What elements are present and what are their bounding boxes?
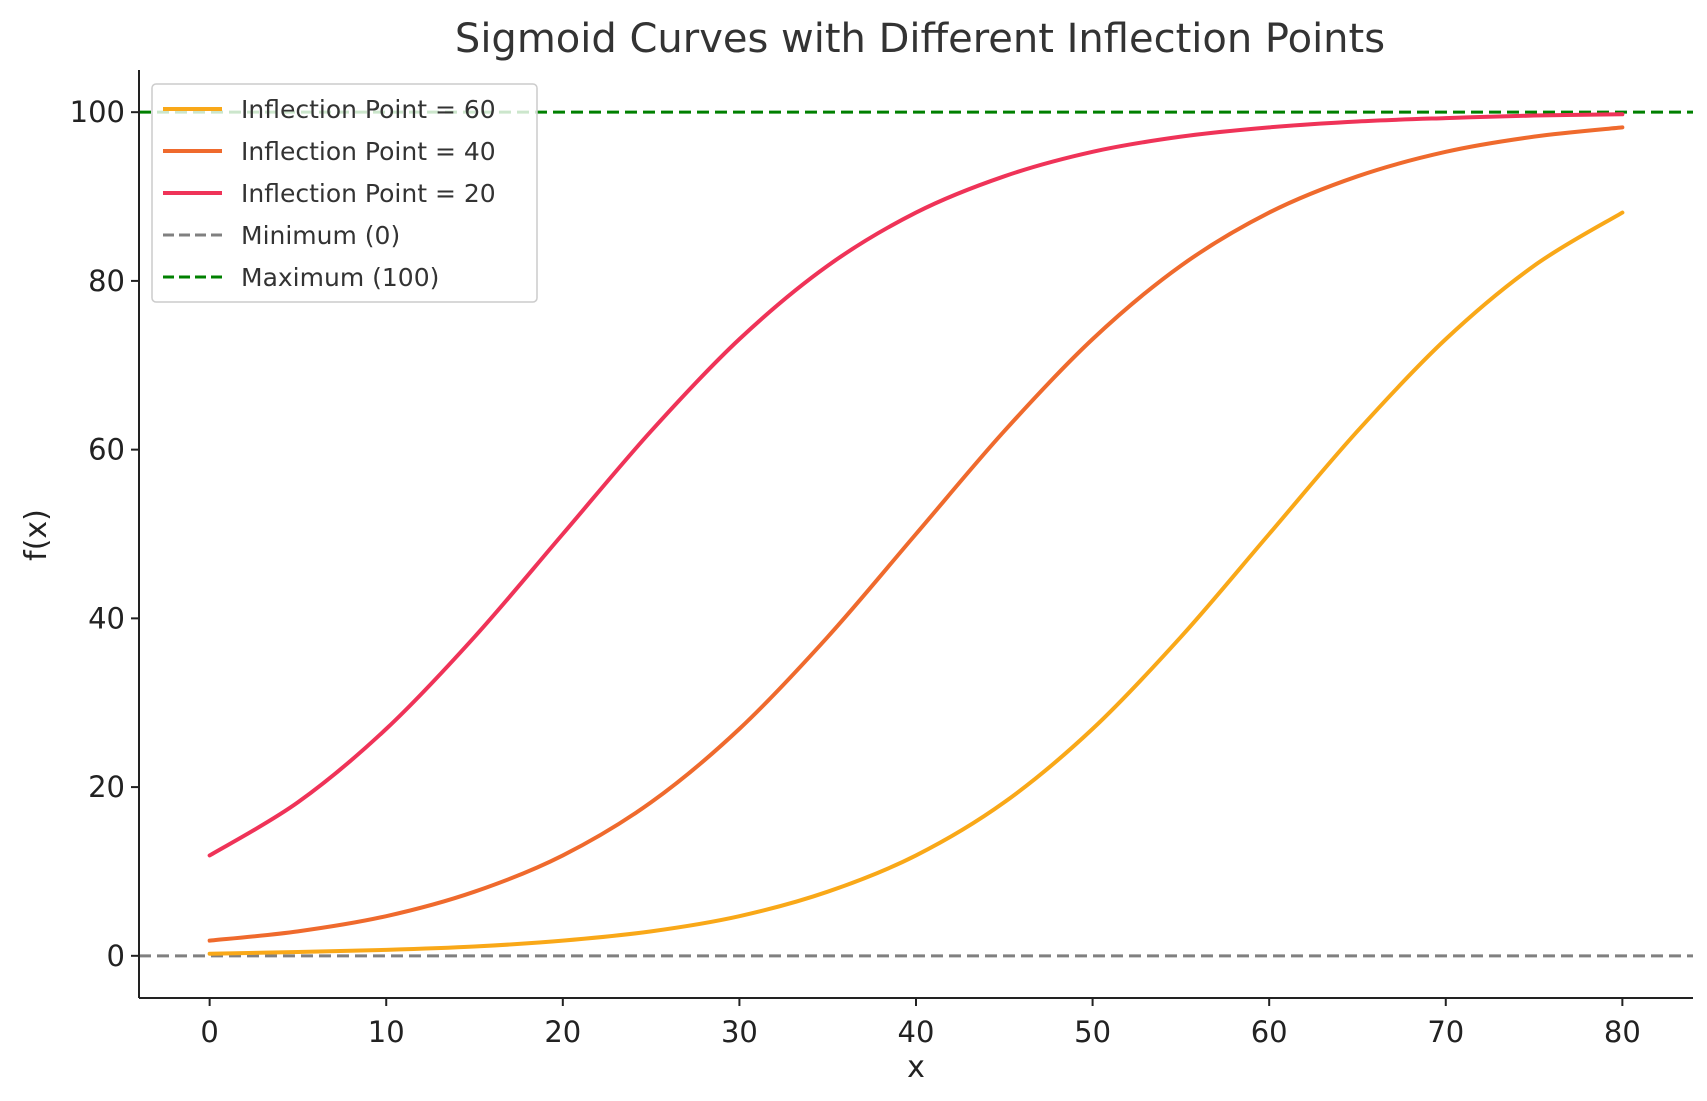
y-axis-label: f(x): [19, 509, 54, 561]
x-tick-label: 80: [1604, 1015, 1641, 1049]
legend-box: [151, 83, 538, 303]
x-tick-label: 0: [200, 1015, 218, 1049]
x-ticks: 0 10 20 30 40 50 60 70 80: [200, 998, 1641, 1049]
y-tick-label: 60: [88, 433, 125, 467]
y-tick-label: 100: [70, 95, 125, 129]
y-tick-label: 40: [88, 601, 125, 635]
x-tick-label: 70: [1427, 1015, 1464, 1049]
x-tick-label: 60: [1251, 1015, 1288, 1049]
series-line-inflection-point-60: [207, 210, 1625, 956]
x-tick-label: 10: [368, 1015, 405, 1049]
legend-label-maximum-100: Maximum (100): [241, 263, 439, 292]
legend: Inflection Point = 60 Inflection Point = …: [151, 83, 538, 303]
x-tick-label: 30: [721, 1015, 758, 1049]
y-ticks: 0 20 40 60 80 100: [70, 95, 139, 973]
legend-label-inflection-point-20: Inflection Point = 20: [241, 179, 496, 208]
x-axis-label: x: [907, 1050, 925, 1085]
legend-label-inflection-point-60: Inflection Point = 60: [241, 95, 496, 124]
x-tick-label: 50: [1074, 1015, 1111, 1049]
series-line-inflection-point-20: [207, 112, 1625, 858]
x-tick-label: 40: [898, 1015, 935, 1049]
x-tick-label: 20: [544, 1015, 581, 1049]
legend-label-minimum-0: Minimum (0): [241, 221, 400, 250]
chart-title: Sigmoid Curves with Different Inflection…: [455, 16, 1385, 62]
y-tick-label: 0: [107, 939, 125, 973]
series-line-inflection-point-40: [207, 125, 1625, 943]
legend-label-inflection-point-40: Inflection Point = 40: [241, 137, 496, 166]
y-tick-label: 20: [88, 770, 125, 804]
y-tick-label: 80: [88, 264, 125, 298]
